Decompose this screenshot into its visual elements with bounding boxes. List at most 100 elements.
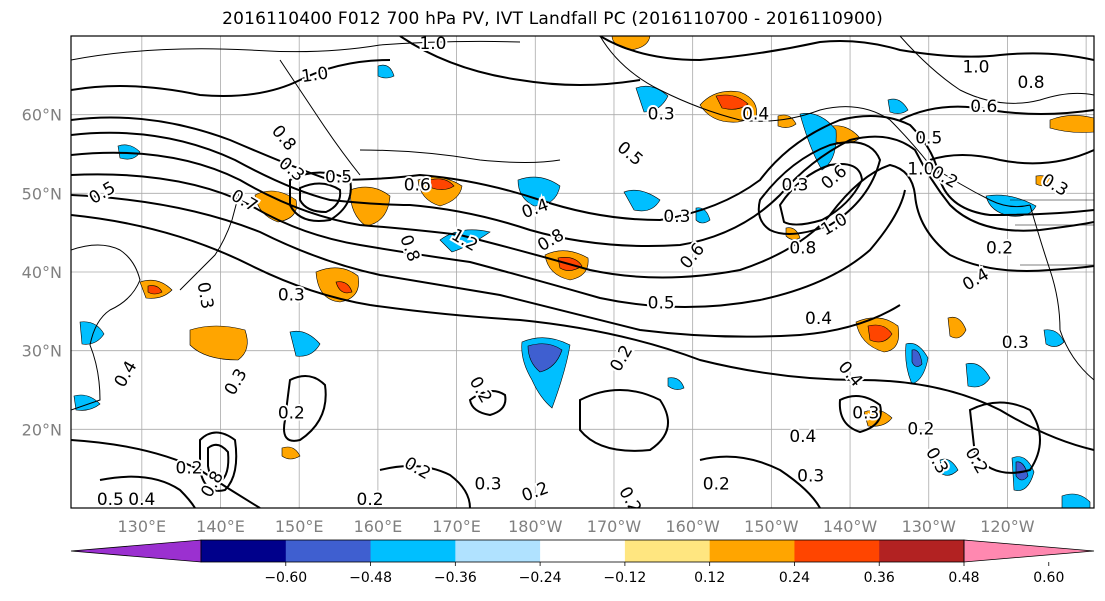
contour-line (99, 475, 196, 508)
shade-negative (965, 363, 991, 388)
colorbar-tick-label: 0.48 (948, 570, 979, 586)
lon-tick-label: 150°E (275, 517, 324, 536)
lat-tick-label: 50°N (22, 184, 62, 203)
colorbar-extend-high (963, 539, 1095, 563)
contour-line (838, 395, 882, 434)
shade-positive (715, 94, 749, 110)
lon-tick-label: 170°E (432, 517, 481, 536)
coastline-japan (179, 189, 241, 291)
colorbar-tick-label: 0.60 (1033, 570, 1064, 586)
contour-line (289, 171, 352, 222)
coastlines (71, 36, 1094, 411)
shade-negative (1043, 329, 1065, 347)
contour-label: 0.3 (278, 286, 305, 306)
contour-label: 0.6 (970, 97, 997, 117)
colorbar: −0.60 −0.48 −0.36 −0.24 −0.12 0.12 0.24 0.36 0.4… (70, 539, 1095, 586)
latitude-labels: 60°N 50°N 40°N 30°N 20°N (22, 106, 62, 440)
shade-positive (429, 178, 455, 190)
contour-label: 0.4 (128, 490, 155, 510)
contour-label: 0.2 (278, 404, 305, 424)
colorbar-tick-label: −0.36 (434, 570, 477, 586)
colorbar-tick-label: 0.36 (864, 570, 895, 586)
gridlines (71, 36, 1094, 508)
colorbar-segment (455, 540, 541, 562)
lon-tick-label: 140°E (196, 517, 245, 536)
shade-positive (147, 285, 163, 295)
shade-positive (867, 324, 893, 343)
shade-positive (349, 186, 391, 227)
coastline-arctic (71, 40, 521, 61)
contour-line (929, 149, 1094, 165)
contour-line (199, 431, 238, 492)
shade-negative (887, 98, 909, 114)
shade-negative (377, 64, 395, 79)
contour-line (468, 390, 507, 417)
coastline-asia (71, 244, 141, 411)
coastline-kamchatka (279, 59, 361, 176)
contour-line (71, 194, 901, 338)
lon-tick-label: 130°E (117, 517, 166, 536)
contour-label: 0.3 (648, 105, 675, 125)
colorbar-extend-low (70, 539, 202, 563)
contour-label: 0.3 (852, 404, 879, 424)
coastline-canada (899, 36, 1094, 104)
contour-line (699, 455, 821, 508)
shade-positive (335, 281, 353, 294)
contour-label: 0.8 (1018, 73, 1045, 93)
contour-line (71, 214, 1094, 451)
shade-negative (635, 85, 669, 113)
shade-negative (911, 349, 923, 367)
contour-label: 0.5 (325, 168, 352, 188)
contour-label: 0.8 (789, 238, 816, 258)
contour-label: 0.2 (907, 419, 934, 439)
contour-line (757, 141, 882, 235)
contour-line (968, 401, 1041, 474)
lon-tick-label: 130°W (902, 517, 957, 536)
shade-negative (117, 144, 141, 160)
shade-negative (439, 229, 491, 253)
colorbar-segment (709, 540, 795, 562)
shade-negative (799, 113, 837, 171)
map-area: 1.00.80.50.3 0.50.70.60.40.81.20.80.30.50… (71, 34, 1094, 510)
contour-line (283, 375, 327, 442)
colorbar-segment (540, 540, 626, 562)
colorbar-segment (624, 540, 711, 562)
contour-label: 0.5 (97, 490, 124, 510)
contour-label: 0.2 (357, 490, 384, 510)
shade-negative (527, 343, 563, 373)
coastline-alaska (599, 36, 1031, 208)
contour-label: 0.3 (663, 207, 690, 227)
shade-negative (517, 176, 561, 207)
colorbar-segment (370, 540, 456, 562)
contour-line (299, 182, 342, 214)
colorbar-tick-label: 0.24 (779, 570, 810, 586)
lon-tick-label: 160°W (665, 517, 720, 536)
map-frame (70, 35, 1095, 509)
contour-line (71, 115, 1094, 222)
contour-line (71, 173, 906, 309)
map-title: 2016110400 F012 700 hPa PV, IVT Landfall… (222, 9, 883, 29)
lon-tick-label: 150°W (744, 517, 799, 536)
colorbar-tick-label: 0.12 (694, 570, 725, 586)
contour-line (399, 36, 641, 86)
lat-tick-label: 30°N (22, 342, 62, 361)
contour-label: 1.0 (300, 64, 330, 88)
lat-tick-label: 60°N (22, 106, 62, 125)
colorbar-frame (200, 539, 965, 563)
contour-label: 0.3 (1002, 333, 1029, 353)
contour-label: 1.0 (419, 34, 446, 54)
shade-negative (623, 189, 661, 212)
coastline-aleutians (359, 149, 561, 163)
contour-label: 0.4 (805, 309, 832, 329)
lon-tick-label: 140°W (823, 517, 878, 536)
contour-label: 0.2 (986, 238, 1013, 258)
contour-line (579, 389, 669, 452)
lon-tick-label: 160°E (354, 517, 403, 536)
shade-positive (189, 325, 248, 361)
contour-line (71, 151, 1094, 279)
colorbar-segment (879, 540, 965, 562)
shade-negative (1061, 493, 1091, 508)
lat-tick-label: 20°N (22, 420, 62, 439)
colorbar-segment (794, 540, 880, 562)
